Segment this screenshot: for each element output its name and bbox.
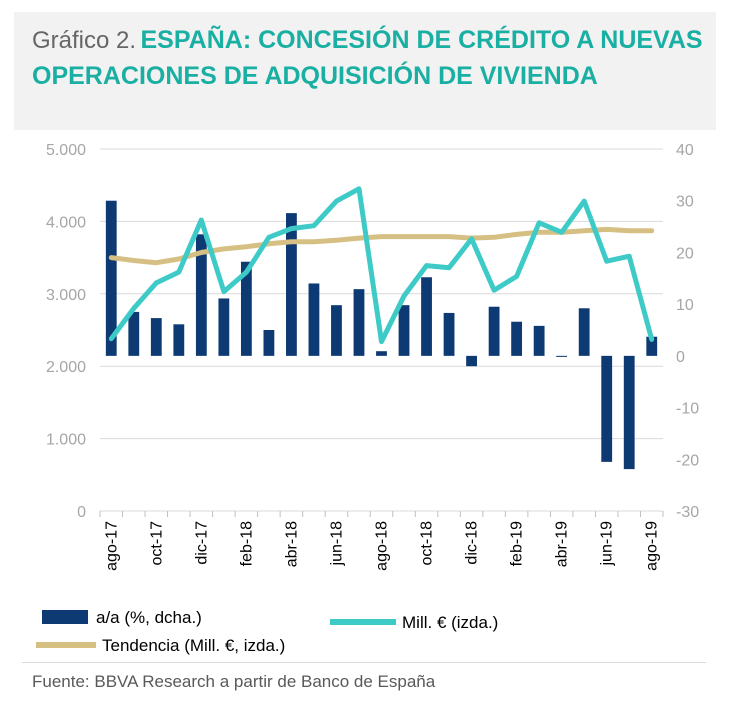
bar (173, 324, 185, 356)
x-tick-label: dic-17 (193, 521, 210, 565)
title-box: Gráfico 2. ESPAÑA: CONCESIÓN DE CRÉDITO … (14, 12, 716, 130)
chart: 0 1.000 2.000 3.000 4.000 5.000 -30 -20 -10 0 10 2… (36, 142, 699, 655)
left-tick-label: 0 (77, 504, 86, 521)
left-tick-label: 3.000 (46, 287, 86, 304)
left-tick-label: 4.000 (46, 214, 86, 231)
right-tick-label: 10 (676, 297, 694, 314)
bar (578, 308, 590, 356)
legend-label-line: Mill. € (izda.) (402, 613, 498, 632)
bar (195, 234, 207, 356)
legend-label-bars: a/a (%, dcha.) (96, 608, 202, 627)
right-tick-label: -10 (676, 401, 699, 418)
grid-lines (100, 148, 663, 440)
bar (105, 200, 117, 356)
x-tick-label: ago-19 (644, 521, 661, 571)
bar (646, 336, 658, 356)
bar (443, 312, 455, 356)
right-tick-label: 30 (676, 194, 694, 211)
legend-label-trend: Tendencia (Mill. €, izda.) (102, 636, 285, 655)
bar (421, 277, 432, 356)
bar (488, 306, 500, 356)
x-tick-label: abr-18 (283, 521, 300, 567)
source-note: Fuente: BBVA Research a partir de Banco … (32, 672, 436, 691)
bar (286, 213, 297, 356)
bar (466, 355, 477, 367)
left-tick-label: 5.000 (46, 142, 86, 159)
x-tick-label: ago-18 (374, 521, 391, 571)
bar (128, 311, 140, 356)
x-tick-label: feb-18 (238, 521, 255, 566)
x-tick-label: oct-18 (419, 521, 436, 566)
right-tick-label: 40 (676, 142, 694, 159)
bar-series (105, 200, 658, 470)
x-axis: ago-17 oct-17 dic-17 feb-18 abr-18 jun-18 ago-… (99, 510, 664, 571)
bar (601, 355, 613, 462)
x-tick-label: feb-19 (509, 521, 526, 566)
bar (308, 283, 320, 356)
separator (22, 662, 706, 663)
line-series (108, 186, 655, 345)
bar (398, 305, 410, 356)
left-axis: 0 1.000 2.000 3.000 4.000 5.000 (46, 142, 86, 521)
x-tick-label: ago-17 (103, 521, 120, 571)
mill-line (108, 186, 655, 345)
x-tick-label: jun-18 (328, 521, 345, 567)
chart-title: Gráfico 2. ESPAÑA: CONCESIÓN DE CRÉDITO … (32, 24, 708, 96)
bar (263, 330, 275, 356)
bar (150, 318, 162, 356)
x-tick-label: abr-19 (554, 521, 571, 567)
x-tick-label: jun-19 (599, 521, 616, 567)
bar (511, 321, 523, 356)
right-tick-label: 0 (676, 349, 685, 366)
legend-swatch-bars (42, 610, 88, 624)
legend: a/a (%, dcha.) Mill. € (izda.) Tendencia… (36, 608, 498, 655)
bar (353, 289, 365, 356)
bar (218, 298, 230, 356)
left-tick-label: 2.000 (46, 359, 86, 376)
bar (240, 261, 252, 356)
right-tick-label: -30 (676, 504, 699, 521)
x-tick-label: dic-18 (464, 521, 481, 565)
title-prefix: Gráfico 2. (32, 27, 137, 54)
bar (533, 325, 545, 356)
bar (623, 355, 635, 470)
right-tick-label: -20 (676, 452, 699, 469)
right-tick-label: 20 (676, 245, 694, 262)
bar (376, 351, 387, 356)
bar (556, 355, 568, 357)
left-tick-label: 1.000 (46, 432, 86, 449)
bar (331, 305, 342, 356)
title-main: ESPAÑA: CONCESIÓN DE CRÉDITO A NUEVAS OP… (32, 26, 703, 90)
right-axis: -30 -20 -10 0 10 20 30 40 (676, 142, 699, 521)
x-tick-label: oct-17 (148, 521, 165, 566)
